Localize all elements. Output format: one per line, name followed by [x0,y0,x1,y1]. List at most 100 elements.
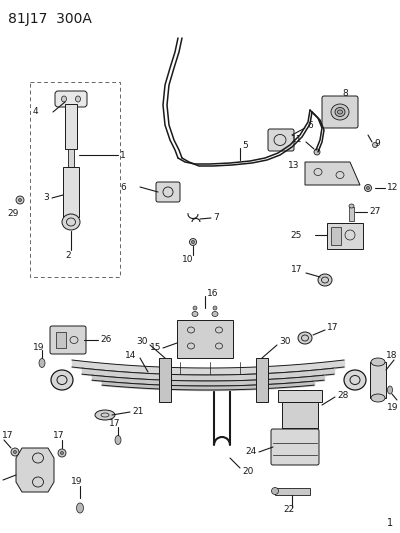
Text: 13: 13 [288,160,299,169]
Ellipse shape [272,488,278,495]
Bar [159,358,171,402]
Text: 20: 20 [242,467,253,477]
Ellipse shape [76,96,80,102]
Text: 5: 5 [242,141,248,149]
FancyBboxPatch shape [50,326,86,354]
Ellipse shape [76,503,84,513]
Text: 1: 1 [387,518,393,528]
Text: 30: 30 [279,337,290,346]
Bar [370,362,386,398]
Bar [275,488,310,495]
Bar [65,104,77,149]
Ellipse shape [51,370,73,390]
Bar [282,402,318,428]
Text: 9: 9 [374,139,380,148]
Text: 2: 2 [65,251,71,260]
Ellipse shape [11,448,19,456]
Ellipse shape [371,358,385,366]
Ellipse shape [366,187,370,190]
Text: 17: 17 [2,432,14,440]
Text: 6: 6 [120,182,126,191]
Text: 25: 25 [291,230,302,239]
Ellipse shape [60,451,64,455]
Ellipse shape [39,359,45,367]
Polygon shape [305,162,360,185]
Ellipse shape [58,449,66,457]
Text: 17: 17 [109,419,121,429]
Text: 81J17  300A: 81J17 300A [8,12,92,26]
Text: 17: 17 [327,324,338,333]
Ellipse shape [364,184,372,191]
Ellipse shape [95,410,115,420]
Text: 16: 16 [207,289,218,298]
Text: 14: 14 [125,351,136,359]
Bar [56,332,66,348]
Text: 23: 23 [0,475,1,484]
Text: 8: 8 [342,90,348,99]
Text: 27: 27 [369,207,380,216]
Ellipse shape [349,204,354,208]
Ellipse shape [335,108,345,117]
Text: 17: 17 [290,265,302,274]
Text: 11: 11 [290,134,302,143]
Text: 15: 15 [150,343,161,352]
Ellipse shape [18,198,22,201]
Text: 17: 17 [53,432,65,440]
Text: 10: 10 [182,255,194,264]
Ellipse shape [115,435,121,445]
Ellipse shape [213,306,217,310]
FancyBboxPatch shape [268,129,294,151]
Ellipse shape [318,274,332,286]
FancyBboxPatch shape [327,223,363,249]
Bar [210,382,218,390]
Text: 4: 4 [32,108,38,117]
Text: 22: 22 [283,505,295,514]
Text: 29: 29 [7,208,19,217]
Text: 19: 19 [71,478,83,487]
Bar [278,390,322,402]
FancyBboxPatch shape [271,429,319,465]
Bar [63,167,79,217]
Ellipse shape [62,96,66,102]
FancyBboxPatch shape [322,96,358,128]
Text: 28: 28 [337,391,348,400]
Text: 7: 7 [213,214,219,222]
Text: 6: 6 [307,122,313,131]
Ellipse shape [314,149,320,155]
Ellipse shape [14,450,16,454]
Text: 30: 30 [136,337,148,346]
Text: 21: 21 [132,408,143,416]
Text: 26: 26 [100,335,111,344]
Bar [226,382,234,390]
Ellipse shape [344,370,366,390]
Text: 19: 19 [387,402,399,411]
Ellipse shape [338,110,342,114]
Ellipse shape [371,394,385,402]
Bar [256,358,268,402]
Ellipse shape [190,238,196,246]
Ellipse shape [388,386,392,394]
Ellipse shape [331,104,349,120]
Ellipse shape [372,142,378,148]
Ellipse shape [192,240,194,244]
Polygon shape [16,448,54,492]
FancyBboxPatch shape [156,182,180,202]
Text: 12: 12 [387,183,398,192]
Ellipse shape [16,196,24,204]
Text: 19: 19 [33,343,45,351]
Bar [30,82,120,277]
Bar [349,207,354,221]
Bar [331,227,341,245]
Ellipse shape [193,306,197,310]
Text: 18: 18 [386,351,398,360]
Text: 3: 3 [43,193,49,203]
Ellipse shape [298,332,312,344]
Ellipse shape [192,311,198,317]
Ellipse shape [62,214,80,230]
Bar [177,320,233,358]
Bar [68,149,74,167]
Text: 24: 24 [246,448,257,456]
FancyBboxPatch shape [55,91,87,107]
Ellipse shape [212,311,218,317]
Text: 1: 1 [120,150,126,159]
